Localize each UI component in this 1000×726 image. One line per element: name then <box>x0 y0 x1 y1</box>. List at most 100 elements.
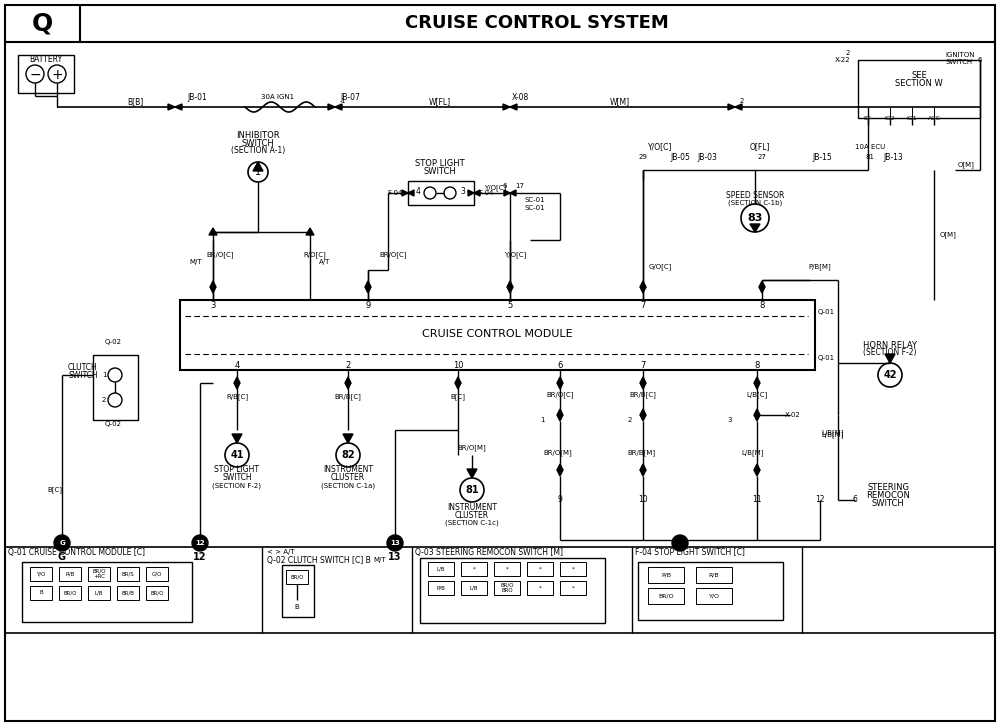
Text: F-04 STOP LIGHT SWITCH [C]: F-04 STOP LIGHT SWITCH [C] <box>635 547 745 557</box>
Text: SEE: SEE <box>911 70 927 80</box>
Text: B: B <box>39 590 43 595</box>
Text: 2: 2 <box>345 361 351 370</box>
Text: 12: 12 <box>195 540 205 546</box>
Text: O[M]: O[M] <box>958 162 975 168</box>
Polygon shape <box>754 470 760 476</box>
Text: P/B: P/B <box>661 573 671 577</box>
Text: < > A/T: < > A/T <box>267 549 295 555</box>
Text: B[C]: B[C] <box>48 486 62 494</box>
Text: L/B: L/B <box>470 585 478 590</box>
Text: 9: 9 <box>365 301 371 309</box>
Text: Q: Q <box>31 11 53 35</box>
Bar <box>696 588 732 604</box>
Polygon shape <box>640 281 646 287</box>
Text: 6: 6 <box>503 183 507 189</box>
Polygon shape <box>175 104 182 110</box>
Text: 27: 27 <box>758 154 766 160</box>
Text: ST: ST <box>864 115 872 121</box>
Text: 3: 3 <box>210 301 216 309</box>
Bar <box>408 181 474 205</box>
Polygon shape <box>557 415 563 421</box>
Text: *: * <box>473 566 475 571</box>
Text: STOP LIGHT: STOP LIGHT <box>214 465 260 475</box>
Text: (SECTION C-1b): (SECTION C-1b) <box>728 200 782 206</box>
Bar <box>117 586 139 600</box>
Text: BR/B[C]: BR/B[C] <box>335 393 361 400</box>
Text: P/B: P/B <box>437 585 445 590</box>
Text: BATTERY: BATTERY <box>29 55 63 65</box>
Text: O[M]: O[M] <box>940 232 957 238</box>
Polygon shape <box>328 104 335 110</box>
Polygon shape <box>754 383 760 389</box>
Text: *: * <box>539 585 541 590</box>
Bar <box>648 567 684 583</box>
Text: −: − <box>29 68 41 82</box>
Text: STEERING: STEERING <box>867 484 909 492</box>
Text: O[FL]: O[FL] <box>750 142 770 152</box>
Text: L/B: L/B <box>95 590 103 595</box>
Bar <box>420 558 605 623</box>
Text: CLUSTER: CLUSTER <box>455 510 489 520</box>
Text: BR/O[C]: BR/O[C] <box>546 391 574 399</box>
Text: INSTRUMENT: INSTRUMENT <box>323 465 373 475</box>
Text: BR/O: BR/O <box>658 593 674 598</box>
Text: R/B[C]: R/B[C] <box>226 393 248 400</box>
Polygon shape <box>640 383 646 389</box>
Text: +: + <box>51 68 63 82</box>
Bar <box>117 567 139 581</box>
Polygon shape <box>507 287 513 293</box>
Text: A/T: A/T <box>319 259 331 265</box>
Text: Q-02: Q-02 <box>104 339 122 345</box>
Text: BR/O[M]: BR/O[M] <box>458 444 486 452</box>
Polygon shape <box>754 464 760 470</box>
Polygon shape <box>640 287 646 293</box>
Polygon shape <box>754 409 760 415</box>
Polygon shape <box>754 415 760 421</box>
Text: (SECTION F-2): (SECTION F-2) <box>212 483 262 489</box>
Text: BR/O[C]: BR/O[C] <box>206 252 234 258</box>
Polygon shape <box>735 104 742 110</box>
Text: BR/B[M]: BR/B[M] <box>627 449 655 457</box>
Text: (SECTION A-1): (SECTION A-1) <box>231 147 285 155</box>
Text: 5: 5 <box>507 301 513 309</box>
Text: 30A IGN1: 30A IGN1 <box>261 94 295 100</box>
Text: R/B: R/B <box>709 573 719 577</box>
Polygon shape <box>640 409 646 415</box>
Bar <box>93 355 138 420</box>
Text: STOP LIGHT: STOP LIGHT <box>415 158 465 168</box>
Bar <box>527 581 553 595</box>
Text: 4: 4 <box>416 187 420 195</box>
Text: SECTION W: SECTION W <box>895 80 943 89</box>
Text: 3: 3 <box>461 187 465 195</box>
Text: Y/O[C]: Y/O[C] <box>484 184 506 192</box>
Text: 10: 10 <box>453 361 463 370</box>
Text: Q-01 CRUISE CONTROL MODULE [C]: Q-01 CRUISE CONTROL MODULE [C] <box>8 547 145 557</box>
Bar <box>146 586 168 600</box>
Text: 81: 81 <box>866 154 874 160</box>
Text: 1: 1 <box>340 98 344 104</box>
Text: 17: 17 <box>515 183 524 189</box>
Polygon shape <box>467 469 477 478</box>
Text: CLUTCH: CLUTCH <box>68 362 98 372</box>
Text: 6: 6 <box>853 496 857 505</box>
Polygon shape <box>503 104 510 110</box>
Text: 6: 6 <box>978 57 982 63</box>
Text: 13: 13 <box>388 552 402 562</box>
Text: SWITCH: SWITCH <box>68 370 98 380</box>
Text: B[B]: B[B] <box>127 97 143 107</box>
Text: G/O: G/O <box>152 571 162 576</box>
Bar <box>282 565 314 617</box>
Polygon shape <box>306 228 314 235</box>
Polygon shape <box>455 377 461 383</box>
Text: 3: 3 <box>728 417 732 423</box>
Text: IG2: IG2 <box>885 115 895 121</box>
Text: 10: 10 <box>638 496 648 505</box>
Polygon shape <box>253 162 263 171</box>
Text: Q-02: Q-02 <box>104 421 122 427</box>
Text: W[M]: W[M] <box>610 97 630 107</box>
Text: 12: 12 <box>193 552 207 562</box>
Text: BR/B[C]: BR/B[C] <box>630 391 656 399</box>
Text: 41: 41 <box>230 450 244 460</box>
Polygon shape <box>557 409 563 415</box>
Text: BR/B: BR/B <box>122 590 134 595</box>
